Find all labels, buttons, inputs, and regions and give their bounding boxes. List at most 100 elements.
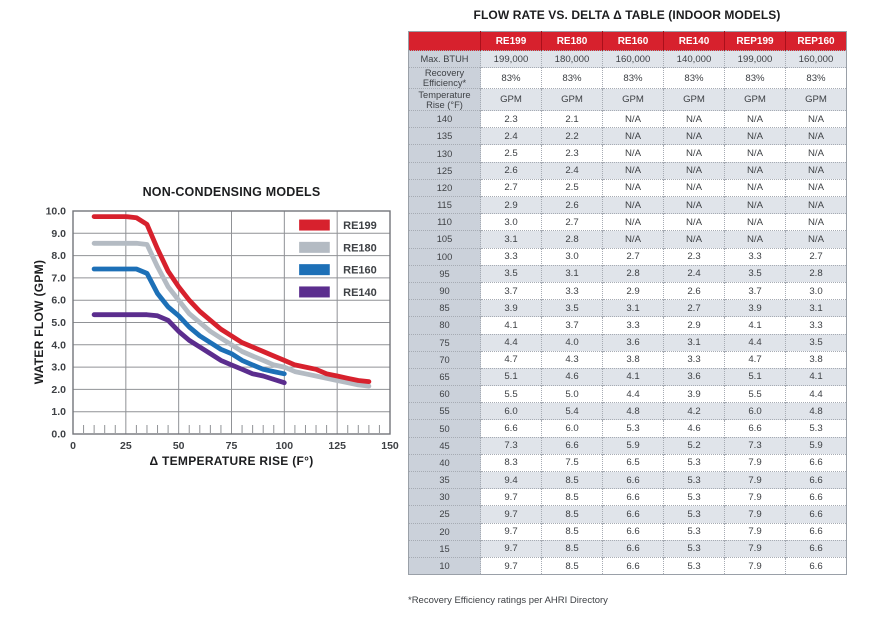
gpm-cell: 6.0 xyxy=(724,402,786,420)
gpm-cell: 7.9 xyxy=(724,539,786,558)
y-tick-label: 9.0 xyxy=(51,228,66,240)
table-cell: 160,000 xyxy=(602,50,664,68)
gpm-cell: N/A xyxy=(724,230,786,249)
gpm-cell: 3.1 xyxy=(602,299,664,317)
gpm-cell: N/A xyxy=(724,213,786,231)
gpm-cell: 3.5 xyxy=(480,264,542,283)
table-row: 25 9.7 8.5 6.6 5.3 7.9 6.6 xyxy=(408,505,847,524)
table-row: 75 4.4 4.0 3.6 3.1 4.4 3.5 xyxy=(408,333,847,352)
gpm-cell: 6.0 xyxy=(480,402,542,420)
table-title: FLOW RATE VS. DELTA Δ TABLE (INDOOR MODE… xyxy=(473,8,781,22)
row-label: 65 xyxy=(408,367,481,386)
series-line-re140 xyxy=(91,312,287,386)
gpm-cell: 2.4 xyxy=(541,161,603,180)
column-header-re180: RE180 xyxy=(541,31,603,51)
gpm-cell: 2.3 xyxy=(663,247,725,266)
gpm-cell: 7.3 xyxy=(724,436,786,455)
table-row: 135 2.4 2.2 N/A N/A N/A N/A xyxy=(408,127,847,145)
legend-swatch-re160 xyxy=(299,264,330,276)
gpm-cell: 2.3 xyxy=(541,144,603,163)
row-label: 20 xyxy=(408,522,481,541)
gpm-cell: 6.6 xyxy=(785,505,847,524)
row-label: 100 xyxy=(408,247,481,266)
gpm-cell: 3.5 xyxy=(541,299,603,317)
gpm-cell: 6.6 xyxy=(602,470,664,489)
gpm-cell: N/A xyxy=(663,213,725,231)
table-row: 115 2.9 2.6 N/A N/A N/A N/A xyxy=(408,195,847,214)
table-row: 105 3.1 2.8 N/A N/A N/A N/A xyxy=(408,230,847,249)
gpm-cell: 3.3 xyxy=(602,316,664,334)
gpm-cell: N/A xyxy=(602,161,664,180)
gpm-cell: N/A xyxy=(663,230,725,249)
gpm-cell: N/A xyxy=(785,213,847,231)
gpm-cell: 4.1 xyxy=(724,316,786,334)
gpm-cell: N/A xyxy=(602,127,664,145)
gpm-cell: 3.3 xyxy=(785,316,847,334)
y-tick-label: 10.0 xyxy=(46,206,67,218)
table-row: 60 5.5 5.0 4.4 3.9 5.5 4.4 xyxy=(408,385,847,403)
gpm-cell: N/A xyxy=(785,161,847,180)
gpm-cell: 3.7 xyxy=(724,281,786,300)
gpm-cell: 3.0 xyxy=(541,247,603,266)
gpm-cell: 5.1 xyxy=(724,367,786,386)
row-label: 40 xyxy=(408,453,481,472)
legend-swatch-re140 xyxy=(299,286,330,298)
y-tick-label: 3.0 xyxy=(51,362,66,374)
flow-rate-table: RE199 RE180 RE160 RE140 REP199 REP160 Max. BT… xyxy=(408,31,847,576)
meta-row: Temperature Rise (°F) GPM GPM GPM GPM GPM GPM xyxy=(408,88,847,111)
gpm-cell: 5.3 xyxy=(663,522,725,541)
gpm-cell: 2.8 xyxy=(541,230,603,249)
gpm-cell: 4.0 xyxy=(541,333,603,352)
gpm-cell: 6.6 xyxy=(724,419,786,438)
x-tick-label: 100 xyxy=(276,440,294,452)
table-row: 140 2.3 2.1 N/A N/A N/A N/A xyxy=(408,110,847,128)
gpm-cell: 6.6 xyxy=(602,522,664,541)
gpm-cell: 2.8 xyxy=(602,264,664,283)
gpm-cell: N/A xyxy=(602,230,664,249)
gpm-cell: 4.4 xyxy=(724,333,786,352)
gpm-cell: 8.5 xyxy=(541,470,603,489)
gpm-cell: N/A xyxy=(663,195,725,214)
table-row: 30 9.7 8.5 6.6 5.3 7.9 6.6 xyxy=(408,488,847,506)
gpm-cell: 2.7 xyxy=(480,178,542,197)
table-row: 35 9.4 8.5 6.6 5.3 7.9 6.6 xyxy=(408,470,847,489)
table-row: 110 3.0 2.7 N/A N/A N/A N/A xyxy=(408,213,847,231)
gpm-cell: 7.3 xyxy=(480,436,542,455)
gpm-cell: 4.1 xyxy=(785,367,847,386)
gpm-cell: 2.4 xyxy=(663,264,725,283)
gpm-cell: 3.9 xyxy=(480,299,542,317)
gpm-cell: 3.9 xyxy=(724,299,786,317)
gpm-cell: N/A xyxy=(602,110,664,128)
y-tick-label: 1.0 xyxy=(51,406,66,418)
gpm-cell: 2.9 xyxy=(602,281,664,300)
gpm-cell: 3.1 xyxy=(785,299,847,317)
column-header-rep199: REP199 xyxy=(724,31,786,51)
table-cell: 83% xyxy=(480,66,542,89)
table-row: 130 2.5 2.3 N/A N/A N/A N/A xyxy=(408,144,847,163)
table-cell: 83% xyxy=(602,66,664,89)
gpm-cell: 3.3 xyxy=(480,247,542,266)
gpm-cell: 6.6 xyxy=(785,453,847,472)
gpm-cell: 5.0 xyxy=(541,385,603,403)
row-label: 140 xyxy=(408,110,481,128)
table-footnote: *Recovery Efficiency ratings per AHRI Di… xyxy=(408,595,608,607)
gpm-cell: 6.6 xyxy=(785,488,847,506)
gpm-cell: 3.6 xyxy=(602,333,664,352)
table-cell: 83% xyxy=(785,66,847,89)
gpm-cell: 3.6 xyxy=(663,367,725,386)
x-tick-label: 75 xyxy=(226,440,238,452)
gpm-cell: N/A xyxy=(663,178,725,197)
gpm-cell: 9.4 xyxy=(480,470,542,489)
table-row: 80 4.1 3.7 3.3 2.9 4.1 3.3 xyxy=(408,316,847,334)
gpm-cell: 5.9 xyxy=(785,436,847,455)
gpm-cell: N/A xyxy=(724,161,786,180)
gpm-cell: 6.6 xyxy=(541,436,603,455)
table-cell: 160,000 xyxy=(785,50,847,68)
gpm-cell: N/A xyxy=(785,178,847,197)
gpm-cell: N/A xyxy=(724,127,786,145)
y-tick-label: 8.0 xyxy=(51,250,66,262)
gpm-cell: 6.6 xyxy=(785,470,847,489)
gpm-cell: N/A xyxy=(785,230,847,249)
gpm-cell: 3.8 xyxy=(602,350,664,369)
gpm-cell: 4.1 xyxy=(602,367,664,386)
